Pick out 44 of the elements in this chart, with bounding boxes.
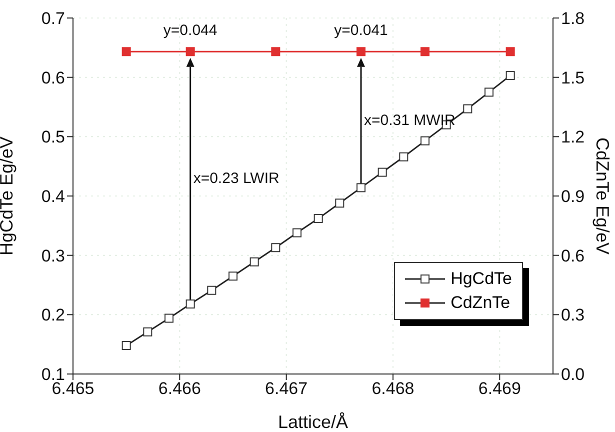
point xyxy=(271,243,280,252)
point xyxy=(420,136,430,146)
point xyxy=(292,228,302,238)
y2-axis-title: CdZnTe Eg/eV xyxy=(592,137,613,255)
point xyxy=(143,327,152,336)
point xyxy=(463,104,472,114)
y-tick-label: 0.5 xyxy=(41,128,65,147)
point xyxy=(186,299,195,308)
y2-tick-label: 1.8 xyxy=(561,9,585,28)
y2-tick-label: 1.5 xyxy=(561,68,585,88)
point xyxy=(314,214,323,224)
y2-tick-label: 0.9 xyxy=(561,187,585,206)
annotation: x=0.23 LWIR xyxy=(193,169,280,186)
annotation: x=0.31 MWIR xyxy=(364,111,456,128)
x-tick-label: 6.469 xyxy=(478,379,521,398)
x-tick-label: 6.465 xyxy=(52,379,94,398)
point xyxy=(484,88,494,97)
point xyxy=(164,314,174,323)
legend-label: CdZnTe xyxy=(450,293,510,313)
annotation: y=0.044 xyxy=(163,21,218,38)
y-tick-label: 0.3 xyxy=(41,246,65,266)
point xyxy=(378,168,387,177)
y2-tick-label: 0.6 xyxy=(561,246,585,266)
y2-tick-label: 0.3 xyxy=(561,306,585,325)
annotation: y=0.041 xyxy=(334,21,388,38)
x-tick-label: 6.467 xyxy=(265,379,308,398)
x-tick-label: 6.466 xyxy=(158,379,201,398)
y2-tick-label: 1.2 xyxy=(561,128,585,147)
y-tick-label: 0.2 xyxy=(41,306,65,325)
point xyxy=(250,257,259,266)
point xyxy=(122,341,131,350)
y-tick-label: 0.4 xyxy=(41,187,65,206)
point xyxy=(506,71,515,80)
y-tick-label: 0.6 xyxy=(41,68,65,88)
point xyxy=(207,286,216,295)
point xyxy=(399,152,408,162)
y2-tick-label: 0.0 xyxy=(561,365,585,384)
point xyxy=(228,272,238,281)
x-tick-label: 6.468 xyxy=(372,379,414,398)
y-tick-label: 0.7 xyxy=(41,9,65,28)
point xyxy=(335,198,344,208)
point xyxy=(356,183,366,192)
legend-label: HgCdTe xyxy=(450,269,512,289)
x-axis-title: Lattice/Å xyxy=(278,412,348,432)
